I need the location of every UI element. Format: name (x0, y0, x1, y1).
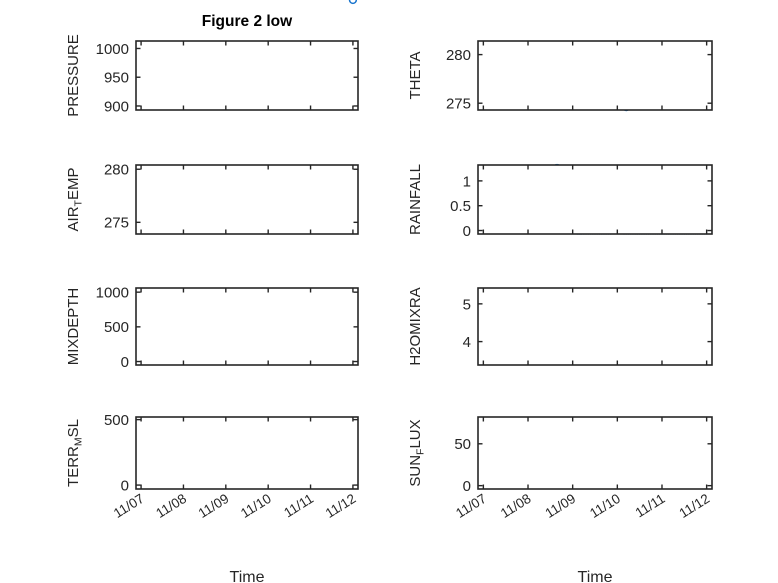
data-point (348, 0, 358, 5)
y-axis-label: TERRMSL (65, 419, 85, 487)
panel-top-right: 275 280 (446, 40, 713, 113)
x-tick-label: 11/10 (238, 491, 274, 521)
x-axis-label: Time (578, 569, 613, 583)
tick-marks (478, 41, 712, 110)
x-tick-label: 11/12 (676, 491, 712, 521)
x-tick-label: 11/12 (323, 491, 359, 521)
y-axis-label: RAINFALL (407, 164, 424, 235)
panel-mid-lower-right: 45 (463, 287, 713, 366)
axes-box (135, 40, 359, 111)
axes-box (135, 164, 359, 235)
y-axis-label: AIRTEMP (65, 168, 85, 232)
y-axis-label: MIXDEPTH (65, 288, 82, 366)
y-tick-label: 275 (446, 96, 471, 113)
y-tick-label: 1000 (96, 41, 129, 58)
y-tick-label: 0 (463, 223, 471, 240)
tick-marks (136, 165, 358, 234)
tick-marks (136, 41, 358, 110)
y-axis-label: H2OMIXRA (407, 287, 424, 365)
y-tick-label: 5 (463, 296, 471, 313)
y-tick-label: 280 (104, 162, 129, 179)
panel-top-left: 900 950 1000 (96, 0, 359, 115)
y-tick-label: 4 (463, 334, 471, 351)
y-tick-label: 50 (454, 436, 471, 453)
tick-marks (136, 417, 358, 489)
axes-box (135, 416, 359, 490)
tick-marks (136, 288, 358, 365)
x-tick-label: 11/11 (633, 491, 668, 521)
y-tick-label: 0.5 (450, 198, 471, 215)
axes-box (135, 287, 359, 366)
y-tick-label: 0 (463, 478, 471, 495)
x-tick-label: 11/11 (281, 491, 316, 521)
x-tick-label: 11/08 (498, 491, 534, 521)
tick-marks (478, 165, 712, 234)
panel-bottom-right: 0 50 (454, 416, 713, 495)
y-tick-label: 950 (104, 70, 129, 87)
y-axis-label: SUNFLUX (407, 419, 427, 486)
y-tick-label: 1000 (96, 285, 129, 302)
panel-mid-upper-left: 275 280 (104, 162, 359, 235)
axes-box (477, 164, 713, 235)
axes-box (477, 287, 713, 366)
x-axis-label: Time (230, 569, 265, 583)
y-tick-label: 0 (121, 477, 129, 494)
x-tick-label: 11/09 (543, 491, 579, 521)
x-tick-label: 11/10 (587, 491, 623, 521)
panel-mid-upper-right: 00.51 (450, 163, 713, 240)
panel-mid-lower-left: 0 500 1000 (96, 285, 359, 371)
y-tick-label: 500 (104, 319, 129, 336)
figure-title: Figure 2 low (202, 13, 293, 30)
axes-box (477, 40, 713, 111)
y-tick-label: 900 (104, 98, 129, 115)
panel-bottom-left: 0 500 (104, 412, 359, 494)
y-tick-label: 280 (446, 47, 471, 64)
y-axis-label: THETA (407, 51, 424, 99)
axes-box (477, 416, 713, 490)
x-tick-label: 11/09 (196, 491, 232, 521)
x-tick-label: 11/07 (111, 491, 147, 521)
y-axis-label: PRESSURE (65, 34, 82, 117)
x-tick-label: 11/08 (153, 491, 189, 521)
x-tick-label: 11/07 (453, 491, 489, 521)
y-tick-label: 275 (104, 215, 129, 232)
tick-marks (478, 417, 712, 489)
tick-marks (478, 288, 712, 365)
y-tick-label: 1 (463, 173, 471, 190)
y-tick-label: 500 (104, 412, 129, 429)
y-tick-label: 0 (121, 354, 129, 371)
